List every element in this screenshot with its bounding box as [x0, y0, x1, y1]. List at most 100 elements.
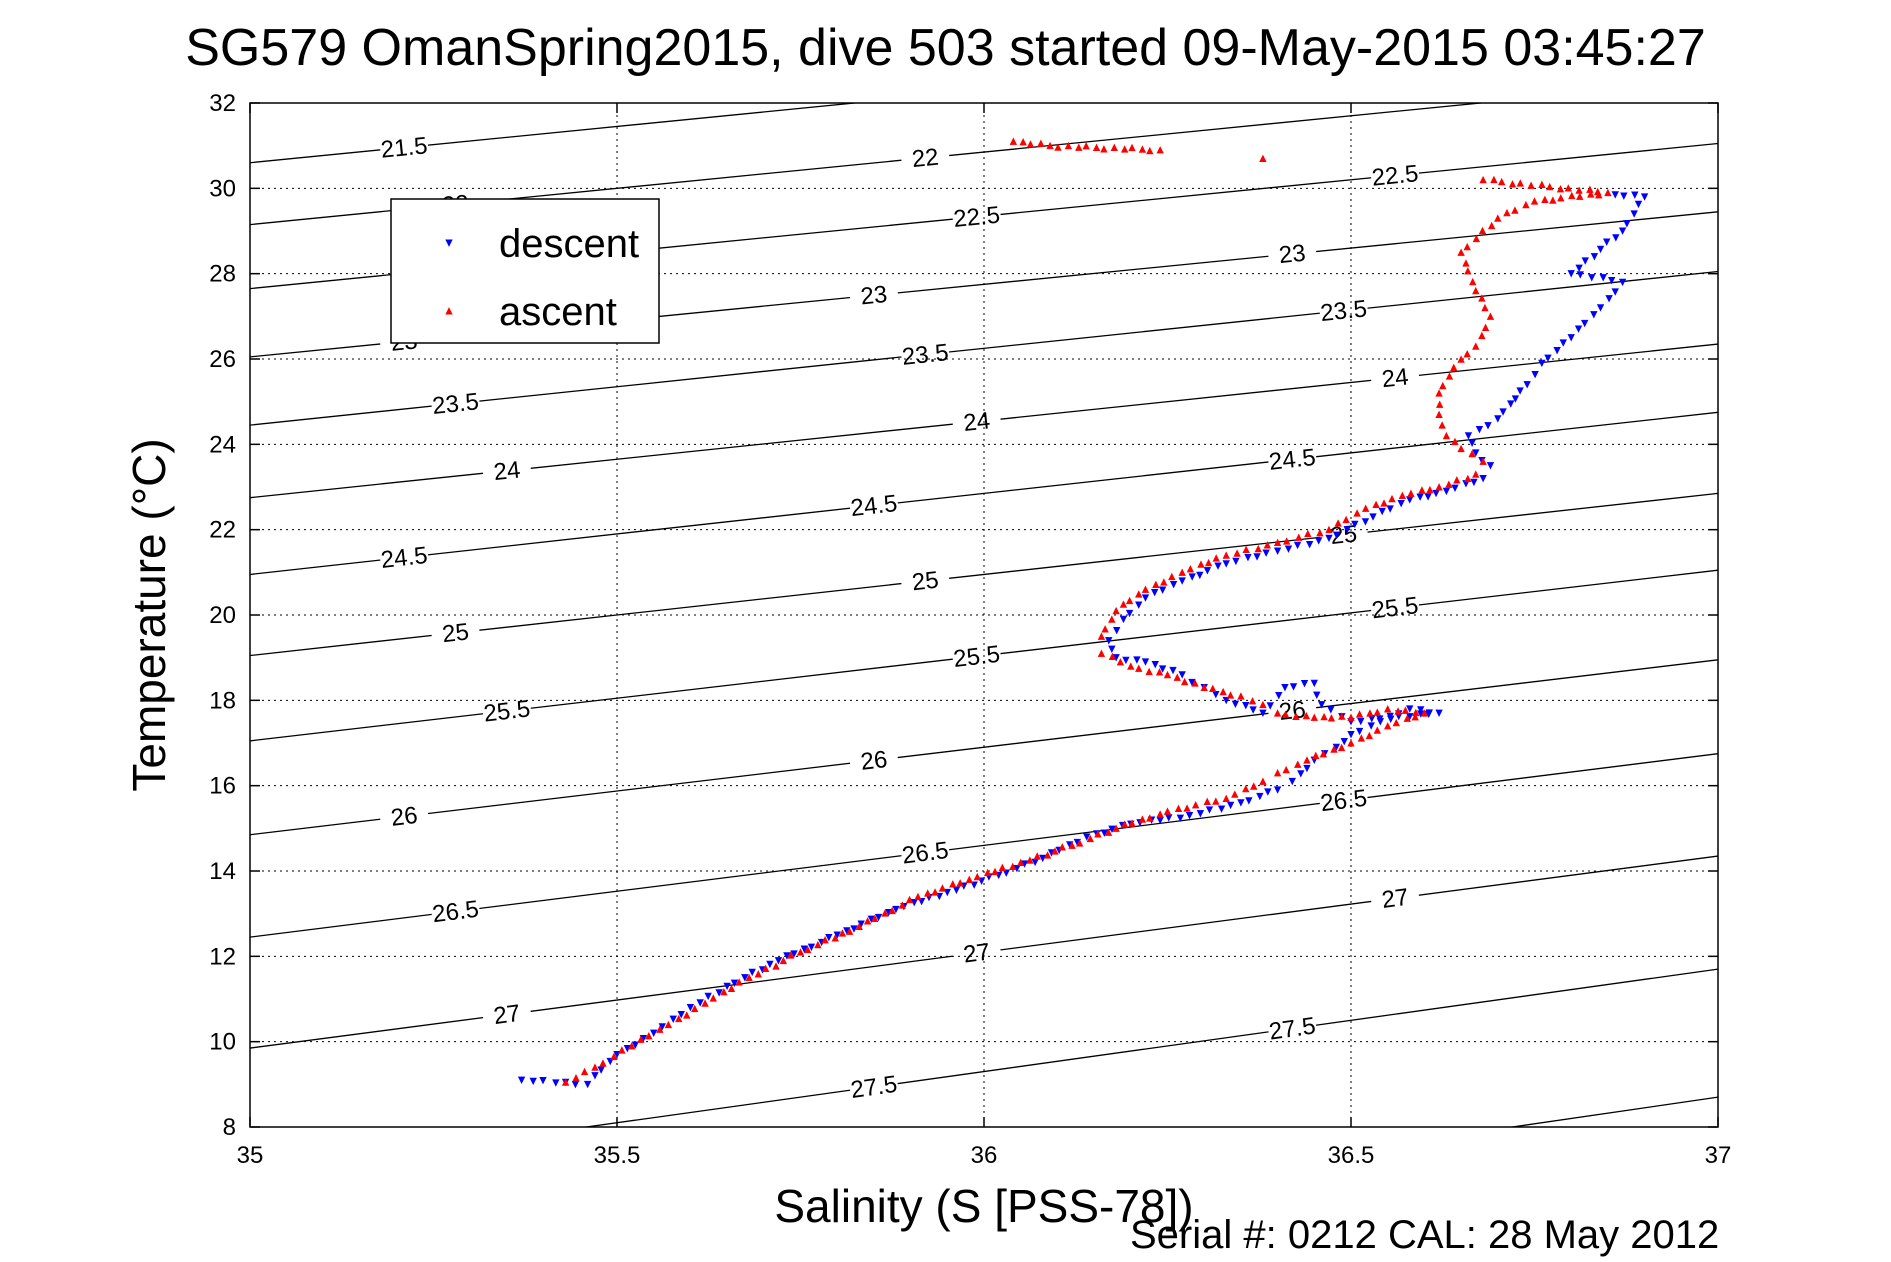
ascent-point: [1472, 470, 1480, 478]
contour-label: 25.5: [952, 641, 1002, 673]
ascent-point: [664, 1020, 673, 1029]
descent-point: [1484, 422, 1492, 430]
contour-label-bg: [481, 454, 533, 488]
descent-point: [1576, 271, 1584, 279]
descent-point: [1275, 691, 1283, 700]
descent-point: [1141, 594, 1150, 602]
ascent-point: [1138, 145, 1147, 153]
ascent-point: [1557, 194, 1565, 202]
ascent-point: [1435, 483, 1443, 491]
descent-point: [1135, 601, 1143, 609]
ascent-point: [1479, 175, 1487, 184]
ascent-point: [1168, 572, 1176, 581]
descent-point: [1516, 387, 1524, 395]
descent-point: [1237, 799, 1245, 807]
ascent-point: [1380, 499, 1388, 507]
ascent-point: [831, 934, 839, 942]
descent-point: [774, 957, 783, 965]
descent-point: [1100, 829, 1109, 837]
ascent-point: [1282, 537, 1291, 545]
descent-point: [1588, 274, 1596, 282]
descent-point: [1605, 295, 1613, 303]
contour-label-bg: [1266, 442, 1318, 476]
contour-label-bg: [848, 1069, 900, 1105]
descent-point: [1343, 526, 1351, 534]
ascent-point: [1075, 143, 1083, 151]
descent-point: [1451, 484, 1459, 492]
ascent-point: [1407, 489, 1415, 497]
ascent-point: [1457, 444, 1465, 453]
ascent-point: [1538, 180, 1546, 189]
descent-point: [1523, 381, 1531, 389]
y-tick-label: 22: [209, 517, 236, 544]
ascent-point: [914, 892, 922, 901]
ascent-point: [991, 867, 999, 876]
ascent-point: [1546, 182, 1554, 191]
contour-label: 23: [859, 281, 888, 310]
ascent-point: [1464, 267, 1472, 275]
ascent-point: [1357, 734, 1366, 742]
ascent-point: [1128, 819, 1136, 827]
descent-point: [1310, 679, 1318, 688]
ascent-point: [1112, 824, 1120, 832]
descent-point: [1479, 474, 1487, 483]
contour-label-bg: [848, 489, 900, 523]
descent-point: [1303, 764, 1311, 773]
descent-point: [1355, 727, 1364, 736]
ascent-point: [1204, 558, 1213, 567]
ascent-point: [1237, 692, 1245, 700]
x-tick-label: 36: [971, 1142, 998, 1169]
ascent-point: [1135, 590, 1143, 598]
descent-point: [1205, 806, 1214, 814]
ascent-point: [1200, 683, 1208, 692]
density-contour-line: [250, 659, 1718, 836]
ascent-point: [1384, 704, 1392, 713]
contour-label-bg: [899, 564, 951, 598]
ascent-point: [1472, 342, 1480, 350]
ascent-point: [1282, 765, 1290, 774]
descent-point: [1232, 557, 1240, 566]
ascent-point: [821, 936, 829, 944]
ascent-point: [983, 868, 992, 877]
ascent-point: [956, 879, 964, 887]
descent-point: [1288, 777, 1296, 786]
ascent-point: [1231, 790, 1239, 798]
ascent-point: [931, 888, 939, 896]
descent-point: [1369, 513, 1377, 521]
descent-point: [1273, 547, 1282, 555]
contour-label: 27.5: [849, 1071, 899, 1104]
descent-point: [1259, 709, 1267, 718]
ascent-point: [1054, 143, 1062, 151]
contour-label-bg: [481, 694, 533, 728]
contour-label-bg: [1318, 783, 1370, 818]
descent-point: [1222, 696, 1230, 705]
x-tick-label: 37: [1705, 1142, 1732, 1169]
ascent-point: [1426, 485, 1434, 494]
contour-label-bg: [378, 799, 430, 834]
ascent-point: [796, 948, 805, 956]
descent-point: [1141, 658, 1150, 666]
descent-point: [1470, 478, 1478, 487]
ascent-point: [814, 940, 822, 949]
descent-point: [766, 960, 774, 969]
contour-label: 25.5: [1370, 592, 1420, 624]
descent-point: [748, 968, 756, 977]
ascent-point: [1594, 187, 1602, 196]
ascent-point: [772, 962, 780, 970]
contour-label-bg: [899, 338, 951, 371]
ascent-point: [838, 929, 847, 937]
contour-label: 24: [492, 456, 521, 486]
ascent-point: [1242, 545, 1250, 554]
descent-point: [1575, 264, 1583, 273]
descent-point: [1340, 737, 1348, 746]
ascent-point: [1110, 143, 1118, 152]
descent-point: [1599, 274, 1607, 282]
ascent-point: [1575, 186, 1583, 194]
descent-point: [715, 989, 723, 997]
ascent-point: [1212, 797, 1220, 805]
ascent-point: [1478, 226, 1487, 235]
ascent-point: [1394, 707, 1402, 715]
descent-point: [1406, 705, 1414, 713]
legend-marker-ascent: [445, 307, 453, 315]
descent-point: [1425, 710, 1433, 718]
